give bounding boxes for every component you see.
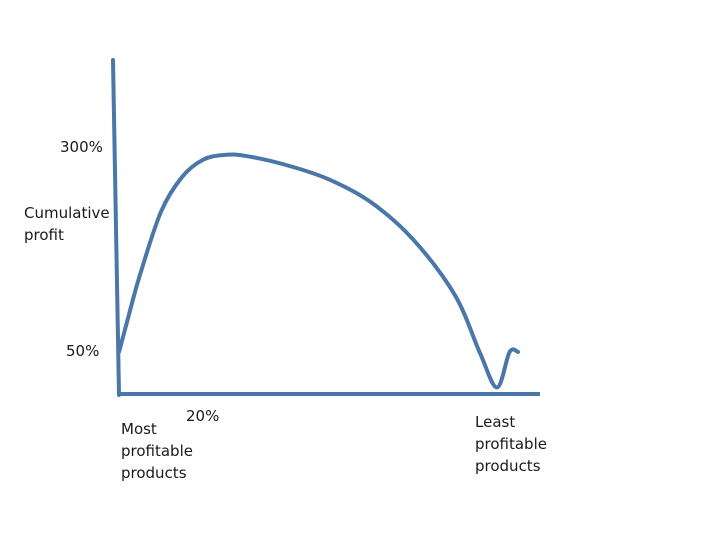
cumulative-profit-curve	[117, 152, 520, 390]
y-axis-label: Cumulative profit	[24, 204, 110, 244]
x-start-label: Most profitable products	[121, 420, 193, 482]
y-tick-50: 50%	[66, 342, 100, 360]
x-end-label: Least profitable products	[475, 413, 547, 475]
y-tick-300: 300%	[60, 138, 103, 156]
x-tick-20: 20%	[186, 407, 220, 425]
y-axis	[111, 58, 121, 397]
